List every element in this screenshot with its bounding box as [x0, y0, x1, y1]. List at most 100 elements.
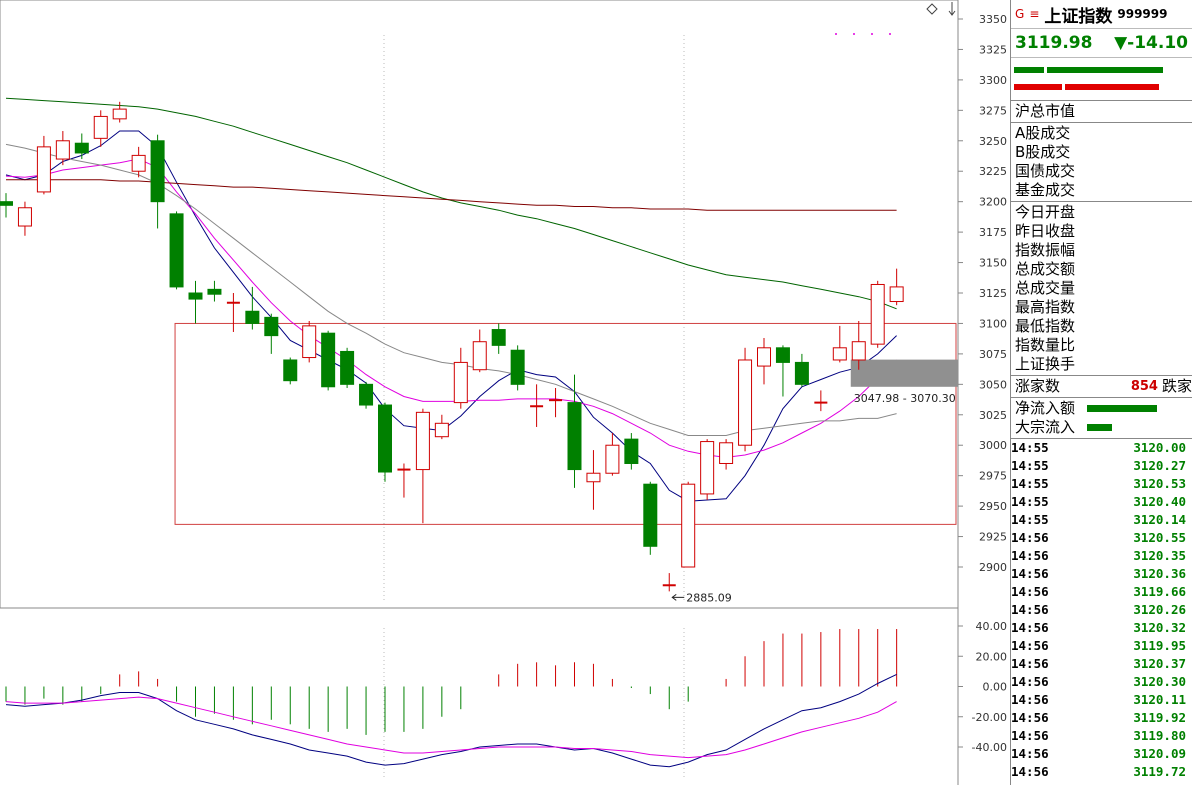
candle-up [55, 140, 70, 160]
tick-row: 14:56 3120.37 [1011, 655, 1192, 673]
tick-row: 14:56 3120.32 [1011, 619, 1192, 637]
y-tick-label: 3100 [979, 317, 1007, 330]
candle-up [738, 359, 753, 446]
candle-up [889, 286, 904, 303]
flow-row: 大宗流入 [1015, 418, 1192, 437]
tick-time: 14:56 [1011, 584, 1049, 599]
y-tick-label: 2950 [979, 500, 1007, 513]
stat-label: 今日开盘 [1015, 203, 1076, 221]
range-box [174, 322, 957, 525]
flow-label: 净流入额 [1015, 399, 1076, 417]
stat-label: 指数量比 [1015, 336, 1076, 354]
y-tick-label: 3275 [979, 104, 1007, 117]
dea-line [5, 696, 897, 759]
candle-down [74, 142, 89, 154]
red-bar-1 [1014, 84, 1062, 90]
rise-value: 854 [1130, 379, 1158, 394]
g-icon[interactable]: G [1015, 7, 1025, 21]
candle-down [207, 288, 222, 295]
indicator-y-tick-label: 20.00 [976, 650, 1008, 663]
candle-up [851, 341, 866, 361]
tick-time: 14:55 [1011, 494, 1049, 509]
moving-average-line [5, 130, 897, 502]
flow-label: 大宗流入 [1015, 418, 1076, 436]
arrow-down-icon [948, 10, 956, 16]
fall-label: 跌家 [1161, 377, 1192, 395]
stat-label: 上证换手 [1015, 355, 1076, 373]
stat-label: 沪总市值 [1015, 102, 1076, 120]
y-tick-label: 2975 [979, 470, 1007, 483]
low-arrow-head [671, 593, 677, 601]
tick-price: 3120.40 [1133, 494, 1186, 509]
y-tick-label: 3325 [979, 43, 1007, 56]
y-tick-label: 3050 [979, 378, 1007, 391]
price-change: ▼-14.10 [1114, 33, 1188, 53]
moving-average-line [5, 158, 897, 458]
candle-up [17, 207, 32, 227]
tick-row: 14:56 3120.26 [1011, 601, 1192, 619]
marker-dot [871, 33, 873, 35]
candle-up [415, 411, 430, 471]
tick-price: 3120.36 [1133, 566, 1186, 581]
tick-list[interactable]: 14:55 3120.00 14:55 3120.27 14:55 3120.53 14:5… [1011, 439, 1192, 781]
quote-panel: G ≡ 上证指数 999999 3119.98 ▼-14.10 沪总市值 A股成… [1010, 0, 1192, 785]
menu-icon[interactable]: ≡ [1029, 7, 1040, 21]
flow-row: 净流入额 [1015, 399, 1192, 418]
y-tick-label: 3350 [979, 13, 1007, 26]
candle-up [472, 341, 487, 371]
indicator-y-tick-label: 0.00 [983, 681, 1008, 694]
tick-price: 3119.80 [1133, 728, 1186, 743]
moving-average-line [5, 97, 897, 310]
candle-up [302, 325, 317, 359]
candle-down [150, 140, 165, 203]
y-tick-label: 3175 [979, 226, 1007, 239]
y-tick-label: 3025 [979, 409, 1007, 422]
candle-down [169, 213, 184, 288]
candle-up [681, 483, 696, 568]
candle-down [321, 332, 336, 388]
tick-time: 14:56 [1011, 638, 1049, 653]
candle-up [93, 115, 108, 139]
breadth-section: 涨家数 854 跌家 [1011, 376, 1192, 398]
tick-time: 14:56 [1011, 530, 1049, 545]
tick-row: 14:56 3119.72 [1011, 763, 1192, 781]
tick-price: 3119.95 [1133, 638, 1186, 653]
strength-bars [1011, 58, 1192, 101]
green-bar-1 [1014, 67, 1044, 73]
candle-up [36, 146, 51, 193]
tick-row: 14:56 3120.11 [1011, 691, 1192, 709]
indicator-y-tick-label: -40.00 [972, 741, 1007, 754]
tick-row: 14:56 3120.55 [1011, 529, 1192, 547]
y-tick-label: 3200 [979, 196, 1007, 209]
candle-up [434, 422, 449, 438]
tick-row: 14:55 3120.40 [1011, 493, 1192, 511]
stat-label: 指数振幅 [1015, 241, 1076, 259]
index-code: 999999 [1117, 7, 1168, 21]
candlestick-chart[interactable]: 3350 3325 3300 3275 3250 3225 3200 3175 3150 3125… [0, 0, 1010, 785]
tick-price: 3119.66 [1133, 584, 1186, 599]
candle-down [188, 292, 203, 300]
stat-label: 总成交量 [1015, 279, 1076, 297]
y-tick-label: 3075 [979, 348, 1007, 361]
tick-time: 14:56 [1011, 728, 1049, 743]
candle-down [340, 350, 355, 385]
low-price-label: 2885.09 [686, 591, 732, 604]
dif-line [5, 673, 897, 768]
price-range-band [850, 359, 958, 387]
candle-down [359, 383, 374, 406]
red-bar-2 [1065, 84, 1159, 90]
diamond-icon[interactable] [926, 3, 938, 15]
moving-average-line [5, 143, 897, 436]
tick-row: 14:56 3120.36 [1011, 565, 1192, 583]
index-stats-section: 今日开盘 昨日收盘 指数振幅 总成交额 总成交量 最高指数 最低指数 指数量比 上证换手 [1011, 202, 1192, 376]
candle-down [794, 361, 809, 385]
tick-price: 3119.72 [1133, 764, 1186, 779]
stat-label: 总成交额 [1015, 260, 1076, 278]
chart-area[interactable]: 3350 3325 3300 3275 3250 3225 3200 3175 3150 3125… [0, 0, 1010, 785]
tick-time: 14:56 [1011, 674, 1049, 689]
tick-time: 14:56 [1011, 746, 1049, 761]
rise-label: 涨家数 [1015, 377, 1061, 395]
tick-price: 3120.27 [1133, 458, 1186, 473]
tick-row: 14:56 3120.09 [1011, 745, 1192, 763]
tick-price: 3120.11 [1133, 692, 1186, 707]
